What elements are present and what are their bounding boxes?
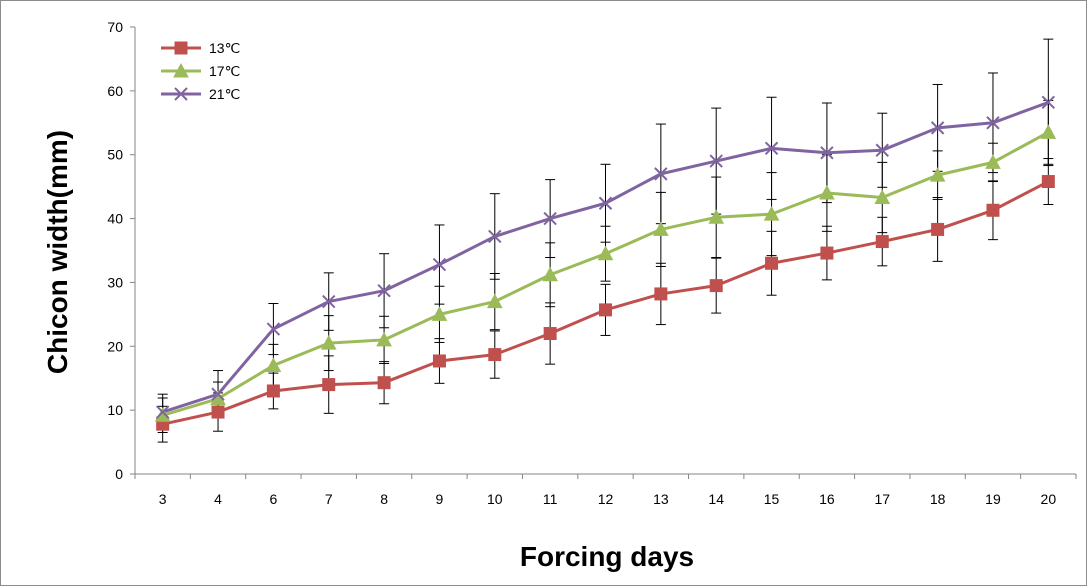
- data-point: [764, 141, 779, 156]
- data-point: [929, 167, 946, 182]
- legend: 13℃ 17℃ 21℃: [161, 40, 240, 102]
- data-point: [377, 284, 391, 298]
- legend-label: 17℃: [209, 63, 240, 79]
- data-point: [488, 229, 502, 244]
- x-tick-label: 11: [543, 491, 558, 507]
- data-point: [174, 87, 188, 101]
- x-tick-label: 14: [708, 491, 724, 507]
- legend-item: 17℃: [161, 62, 240, 79]
- x-tick-label: 12: [598, 491, 614, 507]
- y-tick-label: 0: [115, 466, 123, 482]
- x-tick-label: 19: [985, 491, 1001, 507]
- data-point: [708, 209, 725, 224]
- data-point: [322, 294, 336, 309]
- x-tick-label: 17: [874, 491, 890, 507]
- x-tick-label: 10: [487, 491, 503, 507]
- data-point: [432, 257, 447, 272]
- x-tick-label: 7: [325, 491, 333, 507]
- data-point: [653, 221, 669, 236]
- data-point: [1041, 175, 1055, 189]
- x-tick-label: 15: [764, 491, 780, 507]
- data-point: [1040, 124, 1057, 139]
- data-point: [598, 196, 613, 210]
- legend-item: 21℃: [161, 86, 240, 102]
- data-point: [820, 246, 834, 260]
- data-point: [322, 378, 336, 392]
- data-point: [266, 322, 281, 336]
- legend-item: 13℃: [161, 40, 240, 56]
- data-point: [654, 167, 668, 181]
- data-point: [985, 154, 1001, 169]
- data-point: [599, 303, 612, 317]
- x-tick-label: 6: [269, 491, 277, 507]
- data-point: [709, 154, 723, 168]
- axes: [130, 26, 1077, 479]
- x-tick-label: 4: [214, 491, 222, 507]
- data-point: [265, 357, 282, 372]
- data-point: [211, 387, 225, 401]
- x-axis-title: Forcing days: [520, 541, 694, 572]
- data-point: [875, 143, 889, 157]
- data-point: [1041, 95, 1056, 110]
- data-point: [763, 206, 780, 221]
- data-point: [597, 245, 614, 261]
- data-point: [486, 293, 503, 309]
- data-point: [174, 41, 188, 55]
- x-tick-label: 18: [930, 491, 946, 507]
- data-point: [765, 256, 779, 270]
- data-point: [819, 184, 835, 200]
- data-point: [377, 376, 391, 390]
- x-tick-label: 13: [653, 491, 669, 507]
- x-tick-label: 20: [1041, 491, 1057, 507]
- y-tick-label: 20: [107, 338, 123, 354]
- data-point: [931, 222, 945, 236]
- data-point: [431, 306, 448, 321]
- legend-label: 13℃: [209, 40, 240, 56]
- data-point: [173, 62, 189, 78]
- y-tick-label: 30: [107, 274, 123, 290]
- data-point: [820, 146, 834, 160]
- data-point: [211, 405, 225, 419]
- y-tick-label: 40: [107, 211, 123, 227]
- y-tick-label: 70: [107, 19, 123, 35]
- data-point: [543, 211, 557, 226]
- data-point: [376, 331, 392, 347]
- data-point: [320, 335, 337, 350]
- y-tick-labels: 0 10 20 30 40 50 60 70: [107, 19, 123, 482]
- data-point: [542, 266, 558, 282]
- data-point: [986, 116, 1000, 130]
- x-tick-labels: 3 4 6 7 8 9 10 11 12 13 14 15 16 17 18 19 20: [159, 491, 1057, 507]
- data-point: [266, 384, 280, 398]
- y-tick-label: 60: [107, 83, 123, 99]
- y-axis-title: Chicon width(mm): [42, 130, 73, 374]
- data-point: [654, 287, 668, 301]
- data-point: [875, 235, 889, 249]
- x-tick-label: 9: [436, 491, 444, 507]
- series-markers: [154, 95, 1057, 431]
- data-point: [432, 354, 446, 368]
- legend-label: 21℃: [209, 86, 240, 102]
- data-point: [930, 121, 945, 135]
- y-tick-label: 10: [107, 402, 123, 418]
- data-point: [488, 348, 502, 362]
- data-point: [709, 279, 723, 293]
- x-tick-label: 3: [159, 491, 167, 507]
- error-bars: [157, 38, 1054, 443]
- data-point: [874, 189, 891, 204]
- x-tick-label: 16: [819, 491, 835, 507]
- x-tick-label: 8: [380, 491, 388, 507]
- data-point: [155, 405, 170, 419]
- y-tick-label: 50: [107, 147, 123, 163]
- data-point: [986, 203, 1000, 217]
- data-point: [543, 327, 557, 341]
